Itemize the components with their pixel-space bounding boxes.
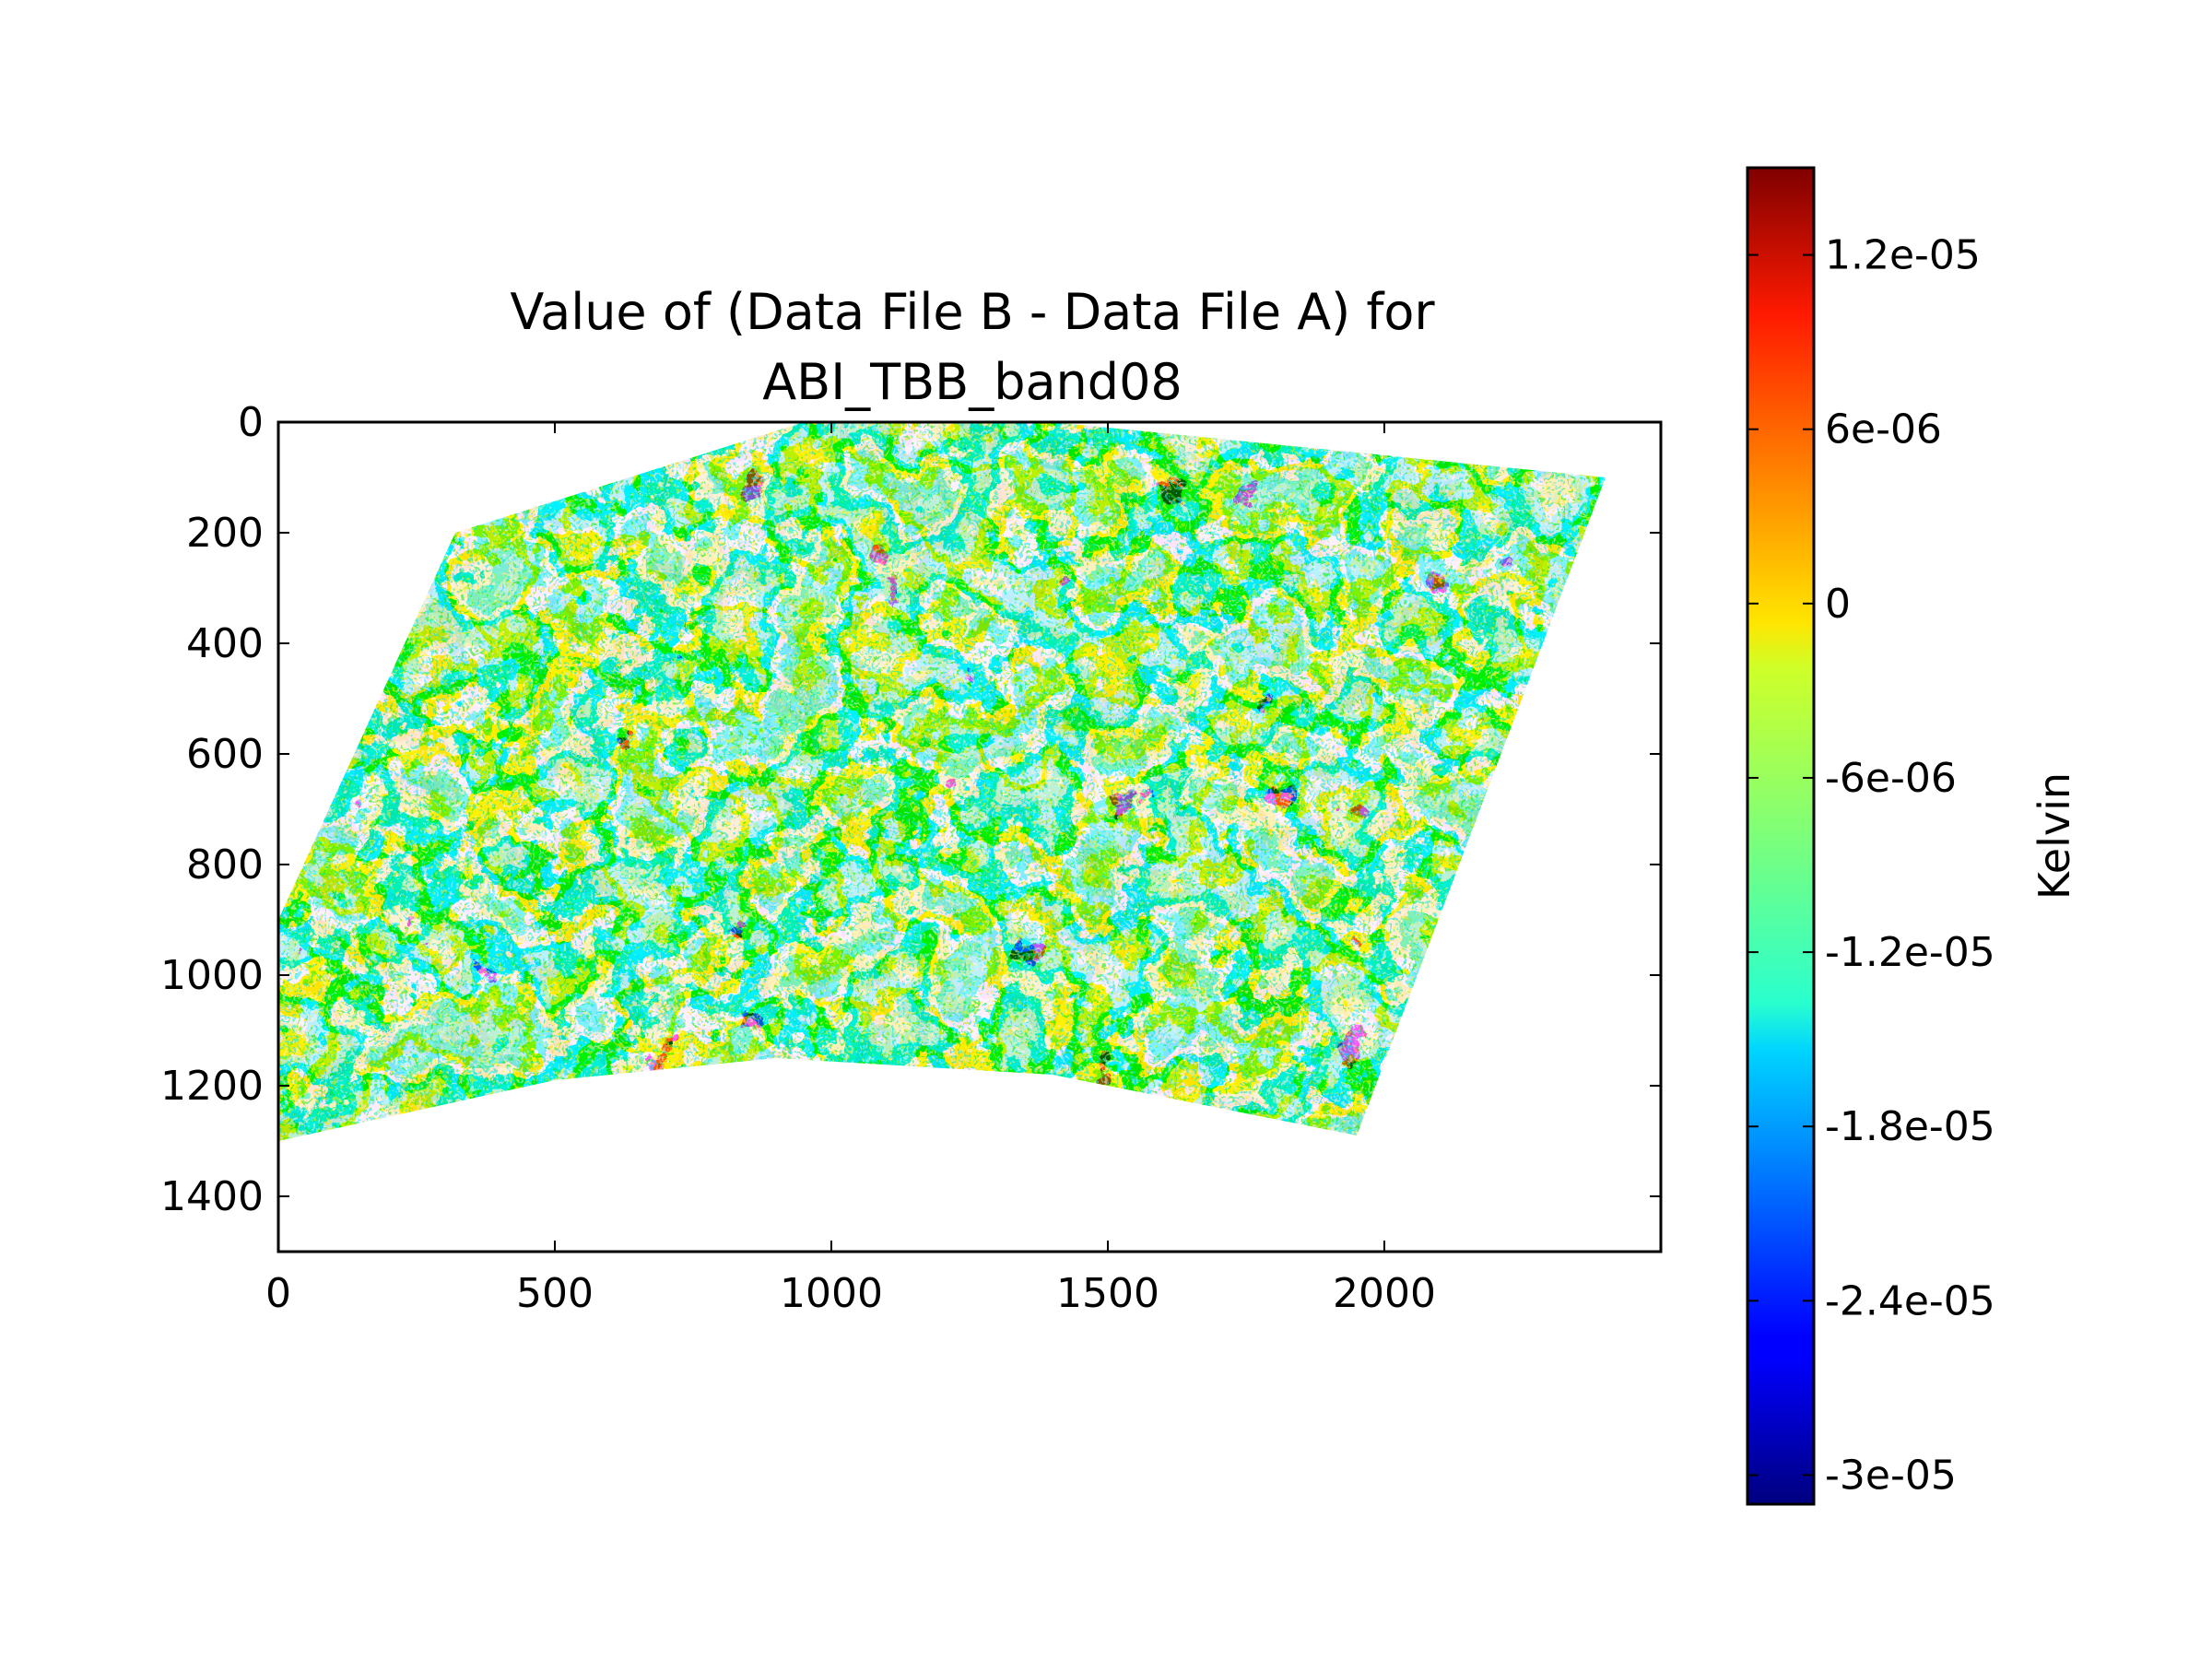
colorbar-tick-label: 0 <box>1825 581 1851 628</box>
colorbar-tick-label: -2.4e-05 <box>1825 1277 1995 1324</box>
x-tick-label: 0 <box>265 1270 291 1317</box>
y-tick-label: 200 <box>186 510 264 557</box>
y-tick-label: 1400 <box>160 1173 264 1220</box>
colorbar-tick-label: -6e-06 <box>1825 755 1957 802</box>
y-tick-label: 0 <box>238 399 264 446</box>
colorbar-tick-label: 1.2e-05 <box>1825 232 1981 279</box>
colorbar-ticks: 1.2e-05 6e-06 0 -6e-06 -1.2e-05 -1.8e-05 -2.4e… <box>1747 232 1995 1499</box>
y-axis: 0 200 400 600 800 1000 1200 1400 <box>160 399 1661 1220</box>
chart-title-line-2: ABI_TBB_band08 <box>762 353 1182 411</box>
colorbar <box>1746 166 1816 1506</box>
colorbar-tick-label: -1.8e-05 <box>1825 1103 1995 1150</box>
colorbar-label: Kelvin <box>2030 772 2079 900</box>
x-tick-label: 2000 <box>1333 1270 1436 1317</box>
y-tick-label: 600 <box>186 731 264 778</box>
colorbar-tick-label: -3e-05 <box>1825 1452 1957 1499</box>
colorbar-tick-label: -1.2e-05 <box>1825 929 1995 976</box>
y-tick-label: 800 <box>186 841 264 888</box>
x-tick-label: 500 <box>516 1270 594 1317</box>
chart-title-line-1: Value of (Data File B - Data File A) for <box>510 283 1435 341</box>
y-tick-label: 1200 <box>160 1063 264 1110</box>
heatmap-field <box>278 422 1606 1141</box>
x-axis: 0 500 1000 1500 2000 <box>265 422 1436 1317</box>
x-tick-label: 1000 <box>780 1270 883 1317</box>
plot-area-frame <box>276 420 1663 1253</box>
colorbar-tick-label: 6e-06 <box>1825 406 1942 453</box>
y-tick-label: 400 <box>186 620 264 667</box>
x-tick-label: 1500 <box>1056 1270 1159 1317</box>
y-tick-label: 1000 <box>160 952 264 999</box>
